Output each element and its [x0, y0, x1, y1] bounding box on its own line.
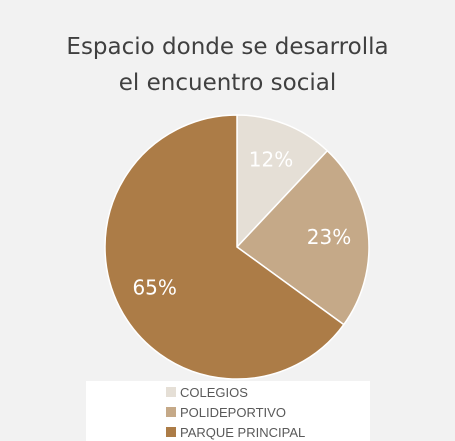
legend-item-colegios: COLEGIOS: [166, 384, 248, 400]
legend-swatch-parque-principal: [166, 427, 176, 437]
legend-label-colegios: COLEGIOS: [180, 384, 248, 400]
legend-swatch-polideportivo: [166, 407, 176, 417]
pie-label-parque-principal: 65%: [132, 275, 176, 299]
pie-slice-colegios: [236, 114, 329, 249]
pie-slice-polideportivo: [235, 149, 370, 326]
legend: COLEGIOS POLIDEPORTIVO PARQUE PRINCIPAL: [86, 381, 370, 441]
legend-swatch-colegios: [166, 387, 176, 397]
chart-title-line-1: Espacio donde se desarrolla: [66, 34, 389, 60]
legend-item-parque-principal: PARQUE PRINCIPAL: [166, 424, 305, 440]
legend-label-polideportivo: POLIDEPORTIVO: [180, 404, 286, 420]
chart-title-line-2: el encuentro social: [118, 70, 337, 96]
pie-slice-parque-principal: [104, 114, 345, 380]
legend-item-polideportivo: POLIDEPORTIVO: [166, 404, 286, 420]
legend-label-parque-principal: PARQUE PRINCIPAL: [180, 424, 306, 440]
pie-label-colegios: 12%: [249, 148, 293, 172]
pie-label-polideportivo: 23%: [307, 225, 351, 249]
